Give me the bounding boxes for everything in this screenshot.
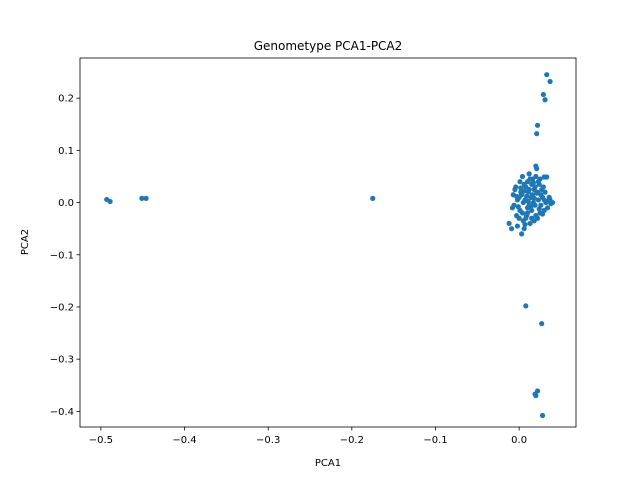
data-point [525,198,531,205]
data-point [544,174,550,180]
data-point [535,179,541,185]
data-point [519,192,525,198]
x-tick-label: −0.3 [256,435,280,446]
data-point [513,184,519,190]
data-point [515,204,521,210]
data-point [544,72,550,78]
data-point [139,195,145,201]
data-point [539,211,546,217]
data-point [527,176,533,182]
x-tick-label: −0.5 [89,435,113,446]
data-point [532,184,538,190]
data-point [534,190,540,196]
data-point [526,171,532,177]
data-point [547,78,553,85]
data-point [523,303,529,309]
data-point [531,195,537,201]
data-point [533,393,539,399]
data-point [535,197,541,203]
y-tick-label: −0.1 [50,250,74,261]
data-point [527,220,533,227]
data-point [509,226,515,232]
data-point [534,215,541,221]
data-point [519,173,526,180]
x-tick-label: −0.2 [340,435,364,446]
data-point [519,210,526,216]
data-point [528,204,534,210]
data-point [524,193,530,199]
data-point [536,206,542,212]
y-tick-label: 0.1 [58,146,74,157]
data-point [534,122,541,128]
data-point [511,202,517,208]
ticks-layer: −0.5 −0.4 −0.3 −0.2 −0.1 0.0 −0.4 −0.3 −0.2 −0.1 0… [50,94,527,446]
data-point [517,179,523,185]
y-axis-label: PCA2 [20,229,31,255]
x-tick-label: −0.1 [423,435,447,446]
plot-area-frame [79,57,577,428]
x-axis-label: PCA1 [315,458,341,469]
x-tick-label: 0.0 [511,435,527,446]
data-point [143,195,149,201]
data-point [532,202,538,208]
data-point [522,221,528,228]
data-point [521,181,527,187]
data-point [542,189,548,195]
data-point [514,193,520,199]
data-point [530,180,536,186]
points-layer [104,72,556,419]
data-point [547,197,553,203]
data-point [506,220,512,227]
data-point [518,185,524,191]
data-point [539,412,546,419]
data-point [526,186,532,193]
data-point [542,97,548,103]
y-tick-label: −0.2 [50,302,74,313]
y-tick-label: 0.2 [58,94,74,105]
data-point [523,215,529,221]
data-point [107,198,113,205]
data-point [521,226,527,232]
data-point [521,188,527,194]
data-point [519,231,525,237]
y-tick-label: 0.0 [58,198,74,209]
data-point [534,166,540,172]
data-point [514,223,521,229]
data-point [534,131,540,137]
data-point [370,195,376,201]
x-tick-label: −0.4 [172,435,196,446]
y-tick-label: −0.4 [50,407,74,418]
data-point [516,215,522,221]
data-point [539,321,545,327]
chart-title: Genometype PCA1-PCA2 [254,39,403,53]
data-point [540,184,546,190]
data-point [540,91,546,98]
y-tick-label: −0.3 [50,355,74,366]
